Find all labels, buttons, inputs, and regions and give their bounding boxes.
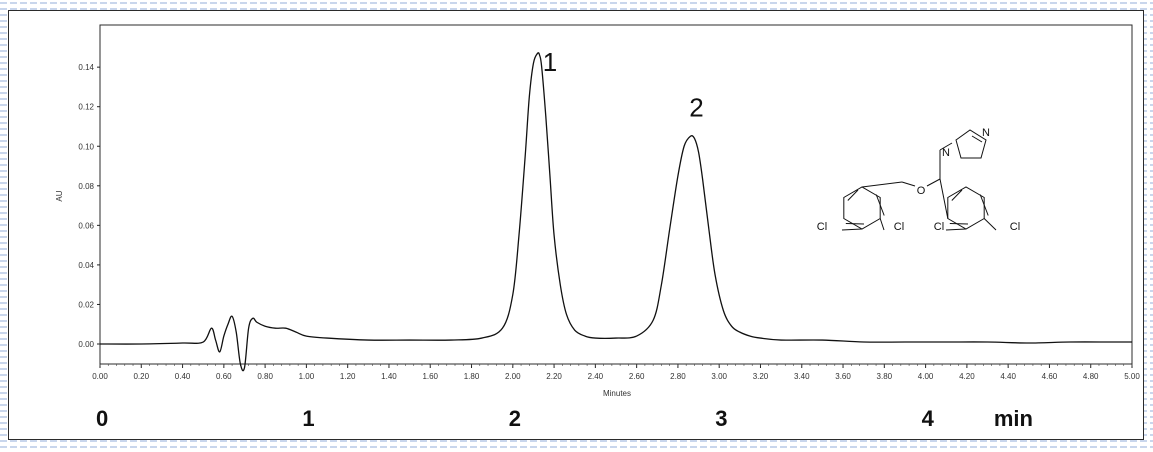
minute-label: 4 xyxy=(922,406,935,431)
structure-atom-label: O xyxy=(917,185,926,197)
y-tick-label: 0.06 xyxy=(78,221,94,230)
structure-atom-label: Cl xyxy=(817,221,827,233)
x-tick-label: 4.00 xyxy=(918,372,934,381)
x-tick-label: 1.20 xyxy=(340,372,356,381)
x-tick-label: 2.80 xyxy=(670,372,686,381)
x-tick-label: 1.00 xyxy=(299,372,315,381)
x-tick-label: 3.40 xyxy=(794,372,810,381)
structure-bond xyxy=(841,228,863,231)
x-tick-label: 3.60 xyxy=(835,372,851,381)
peak-label: 1 xyxy=(543,47,557,77)
minute-label: 3 xyxy=(715,406,727,431)
y-tick-label: 0.00 xyxy=(78,340,94,349)
structure-bond xyxy=(951,189,963,201)
y-tick-label: 0.14 xyxy=(78,63,94,72)
x-tick-label: 2.40 xyxy=(588,372,604,381)
y-tick-label: 0.04 xyxy=(78,261,94,270)
structure-atom-label: N xyxy=(982,127,990,139)
x-tick-label: 2.60 xyxy=(629,372,645,381)
x-tick-label: 0.40 xyxy=(175,372,191,381)
x-tick-label: 2.00 xyxy=(505,372,521,381)
x-tick-label: 4.60 xyxy=(1042,372,1058,381)
structure-bond xyxy=(845,223,865,225)
y-tick-label: 0.10 xyxy=(78,142,94,151)
x-axis-title: Minutes xyxy=(603,389,631,398)
minute-label: 2 xyxy=(509,406,521,431)
structure-bond xyxy=(847,189,859,201)
x-tick-label: 2.20 xyxy=(546,372,562,381)
x-tick-label: 0.20 xyxy=(133,372,149,381)
y-axis-title: AU xyxy=(55,190,64,201)
y-tick-label: 0.08 xyxy=(78,182,94,191)
x-tick-label: 3.80 xyxy=(877,372,893,381)
structure-bond xyxy=(861,181,903,188)
structure-bond xyxy=(901,181,916,187)
structure-bond xyxy=(983,218,997,231)
structure-atom-label: Cl xyxy=(894,221,904,233)
structure-bond xyxy=(945,228,967,231)
x-tick-label: 1.80 xyxy=(464,372,480,381)
x-tick-label: 5.00 xyxy=(1124,372,1140,381)
plot-area xyxy=(99,24,1133,365)
structure-bond xyxy=(971,135,983,143)
structure-bond xyxy=(979,194,989,216)
x-tick-label: 3.20 xyxy=(753,372,769,381)
structure-atom-label: N xyxy=(942,147,950,159)
structure-bond xyxy=(949,223,969,225)
y-tick-label: 0.02 xyxy=(78,300,94,309)
x-tick-label: 0.80 xyxy=(257,372,273,381)
minute-label: 1 xyxy=(302,406,314,431)
minute-unit-label: min xyxy=(994,406,1033,431)
imidazole-ring xyxy=(955,129,987,159)
x-tick-label: 1.60 xyxy=(422,372,438,381)
peak-label: 2 xyxy=(689,93,703,123)
structure-bond xyxy=(879,218,885,231)
structure-bond xyxy=(926,178,941,187)
structure-bond xyxy=(875,194,885,216)
structure-bond xyxy=(939,178,949,219)
x-tick-label: 4.20 xyxy=(959,372,975,381)
x-tick-label: 3.00 xyxy=(711,372,727,381)
x-tick-label: 1.40 xyxy=(381,372,397,381)
chromatogram-trace xyxy=(99,52,1132,372)
x-tick-label: 0.60 xyxy=(216,372,232,381)
minute-label: 0 xyxy=(96,406,108,431)
y-tick-label: 0.12 xyxy=(78,103,94,112)
clotrimazole-structure: Cl Cl Cl Cl O N N xyxy=(817,127,1020,233)
x-tick-label: 4.80 xyxy=(1083,372,1099,381)
structure-atom-label: Cl xyxy=(1010,221,1020,233)
x-tick-label: 4.40 xyxy=(1000,372,1016,381)
x-tick-label: 0.00 xyxy=(92,372,108,381)
structure-atom-label: Cl xyxy=(934,221,944,233)
structure-bond xyxy=(939,142,953,151)
